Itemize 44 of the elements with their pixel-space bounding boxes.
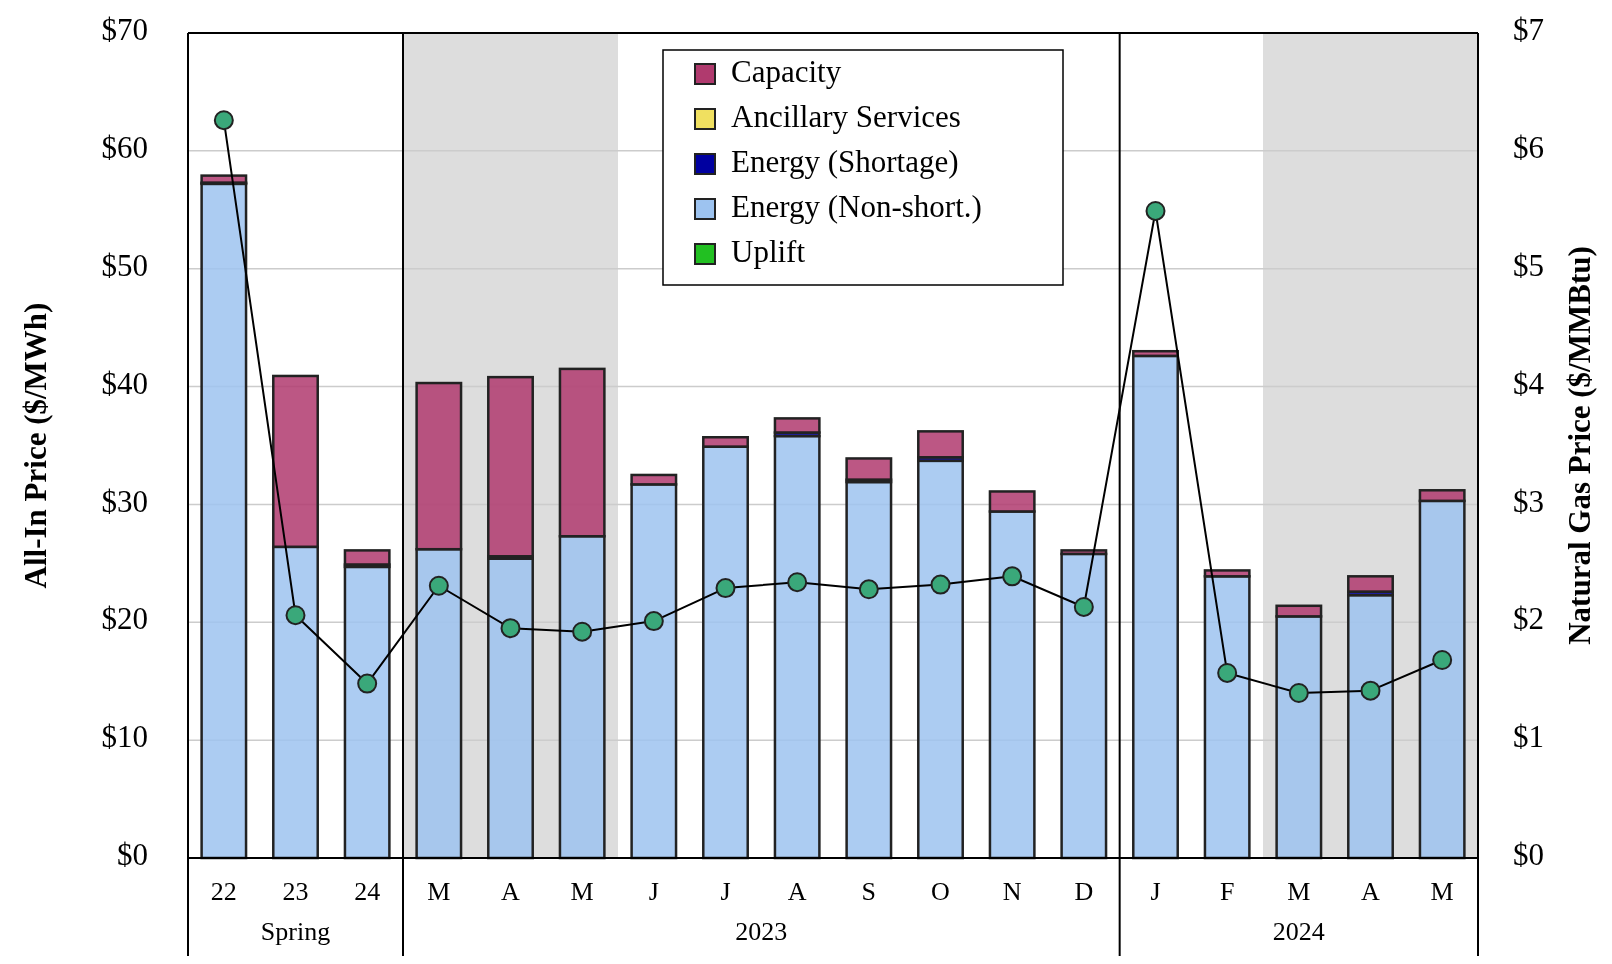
y-tick-label: $70 bbox=[101, 12, 148, 48]
y2-tick-label: $2 bbox=[1513, 601, 1544, 637]
y2-tick-label: $7 bbox=[1513, 12, 1544, 48]
x-tick-label: A bbox=[501, 877, 521, 906]
x-tick-label: F bbox=[1219, 877, 1235, 906]
x-tick-label: M bbox=[427, 877, 451, 906]
y-tick-label: $10 bbox=[101, 719, 148, 755]
x-tick-label: M bbox=[1287, 877, 1311, 906]
y2-tick-label: $3 bbox=[1513, 483, 1544, 519]
y2-tick-label: $1 bbox=[1513, 719, 1544, 755]
legend-label: Energy (Non-short.) bbox=[731, 189, 982, 225]
y-axis-title: All-In Price ($/MWh) bbox=[18, 302, 53, 589]
text: 2024 bbox=[1272, 917, 1325, 946]
x-tick-label: 24 bbox=[354, 877, 381, 906]
y-tick-label: $0 bbox=[117, 837, 148, 873]
legend-label: Ancillary Services bbox=[731, 99, 961, 135]
y-tick-label: $30 bbox=[101, 483, 148, 519]
x-tick-label: J bbox=[1150, 877, 1161, 906]
y2-tick-label: $6 bbox=[1513, 129, 1544, 165]
legend-label: Capacity bbox=[731, 54, 842, 90]
y-tick-label: $60 bbox=[101, 129, 148, 165]
y-tick-label: $40 bbox=[101, 365, 148, 401]
y2-tick-label: $4 bbox=[1513, 365, 1545, 401]
text: Spring bbox=[260, 917, 331, 946]
legend-label: Energy (Shortage) bbox=[731, 144, 959, 180]
x-tick-label: J bbox=[720, 877, 731, 906]
x-tick-label: M bbox=[570, 877, 594, 906]
y-tick-label: $50 bbox=[101, 247, 148, 283]
y2-tick-label: $5 bbox=[1513, 247, 1544, 283]
x-tick-label: D bbox=[1074, 877, 1094, 906]
x-tick-label: O bbox=[931, 877, 950, 906]
x-tick-label: S bbox=[861, 877, 877, 906]
x-tick-label: N bbox=[1002, 877, 1022, 906]
x-tick-label: M bbox=[1430, 877, 1454, 906]
y-tick-label: $20 bbox=[101, 601, 148, 637]
x-tick-label: A bbox=[787, 877, 807, 906]
x-tick-label: 23 bbox=[282, 877, 309, 906]
text: 2023 bbox=[735, 917, 788, 946]
x-tick-label: 22 bbox=[210, 877, 237, 906]
x-tick-label: J bbox=[648, 877, 659, 906]
x-tick-label: A bbox=[1361, 877, 1381, 906]
legend-label: Uplift bbox=[731, 234, 806, 270]
y2-tick-label: $0 bbox=[1513, 837, 1544, 873]
y2-axis-title: Natural Gas Price ($/MMBtu) bbox=[1562, 246, 1597, 645]
